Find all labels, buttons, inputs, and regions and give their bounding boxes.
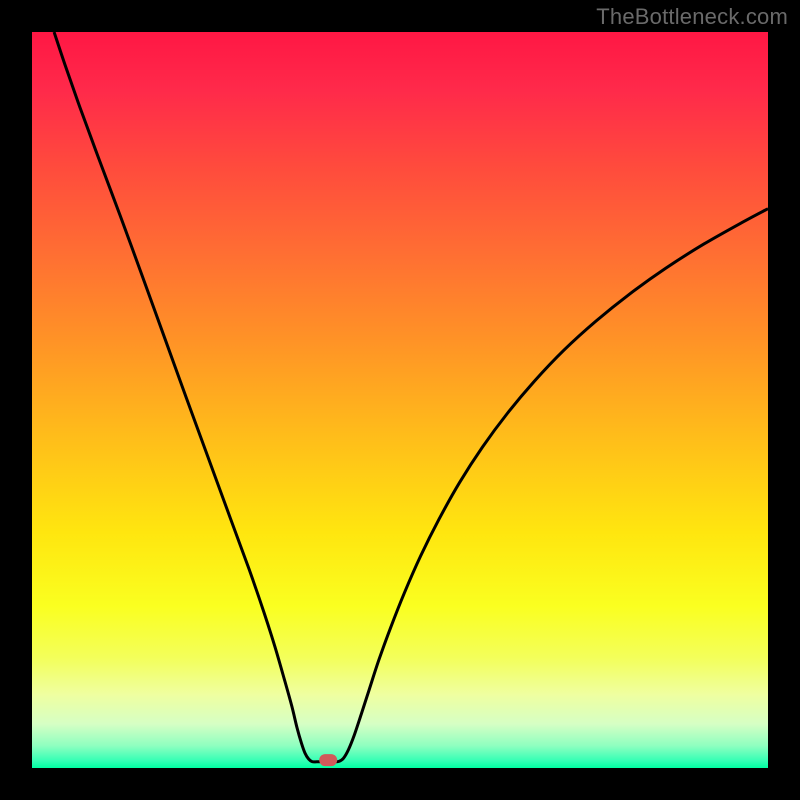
optimum-marker bbox=[319, 754, 337, 766]
plot-area bbox=[32, 32, 768, 768]
bottleneck-curve bbox=[54, 32, 768, 762]
curve-layer bbox=[32, 32, 768, 768]
watermark-text: TheBottleneck.com bbox=[596, 4, 788, 30]
chart-container: TheBottleneck.com bbox=[0, 0, 800, 800]
